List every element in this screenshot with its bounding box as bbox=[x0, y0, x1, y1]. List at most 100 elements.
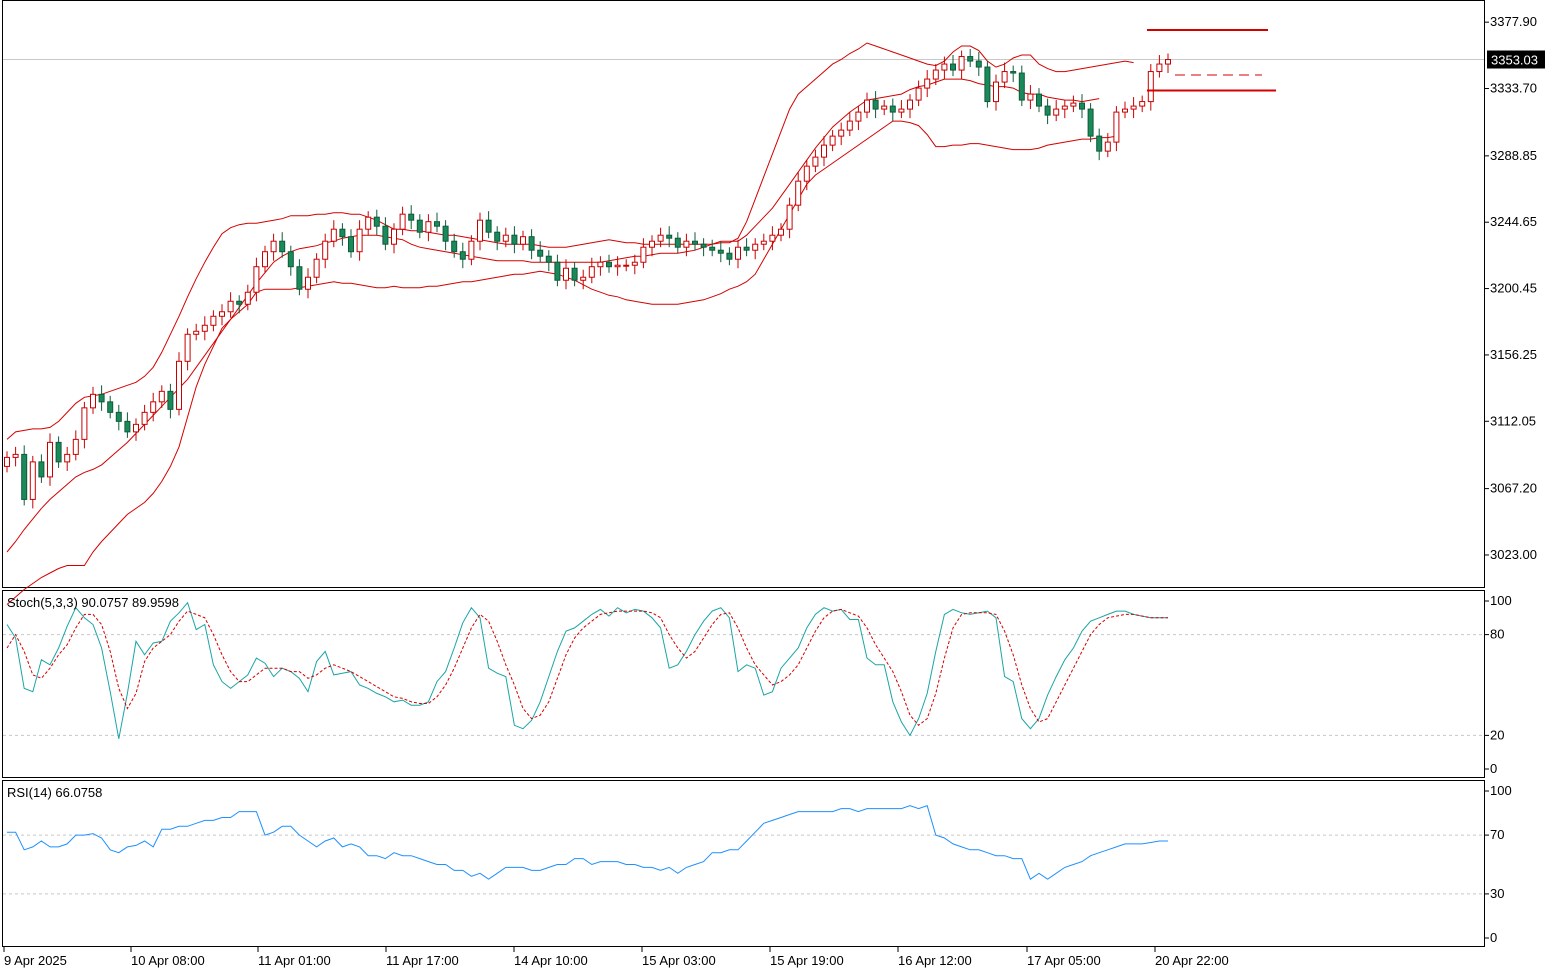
candle bbox=[1147, 64, 1154, 111]
bull-candle-body bbox=[795, 180, 802, 206]
bull-candle-body bbox=[399, 213, 406, 230]
candle bbox=[72, 430, 79, 461]
bull-candle-body bbox=[313, 258, 320, 278]
bear-candle-body bbox=[296, 266, 303, 290]
candle bbox=[107, 395, 114, 419]
bull-candle-body bbox=[786, 204, 793, 230]
bear-candle-body bbox=[382, 225, 389, 245]
bull-candle-body bbox=[683, 240, 690, 248]
bull-candle-body bbox=[1139, 101, 1146, 107]
bull-candle-body bbox=[330, 228, 337, 242]
bull-candle-body bbox=[563, 267, 569, 281]
bull-candle-body bbox=[803, 165, 810, 182]
bear-candle-body bbox=[726, 252, 733, 260]
candle bbox=[812, 149, 819, 173]
candle bbox=[623, 259, 630, 272]
rsi-panel-frame bbox=[2, 780, 1485, 947]
bull-candle-body bbox=[1165, 59, 1171, 65]
rsi-panel: 100 70 30 0 bbox=[3, 783, 1512, 945]
bull-candle-body bbox=[838, 129, 845, 137]
bull-candle-body bbox=[1001, 71, 1008, 83]
bull-candle-body bbox=[270, 240, 277, 253]
candle bbox=[588, 257, 595, 284]
candle bbox=[717, 241, 724, 263]
bull-candle-body bbox=[47, 441, 53, 478]
bull-candle-body bbox=[81, 407, 88, 440]
candle bbox=[1087, 103, 1094, 143]
bull-candle-body bbox=[855, 111, 862, 122]
bull-candle-body bbox=[1113, 111, 1120, 143]
x-axis-label: 11 Apr 01:00 bbox=[258, 953, 331, 968]
bear-candle-body bbox=[1010, 71, 1017, 74]
candle bbox=[485, 211, 492, 239]
candle bbox=[571, 262, 578, 287]
bull-candle-body bbox=[588, 266, 595, 278]
candle bbox=[348, 229, 354, 258]
candle bbox=[21, 445, 28, 506]
candle bbox=[468, 235, 475, 266]
bull-candle-body bbox=[580, 276, 587, 281]
candle bbox=[915, 80, 922, 107]
bull-candle-body bbox=[924, 78, 931, 89]
bull-candle-body bbox=[864, 99, 870, 113]
candle bbox=[399, 206, 406, 236]
price-axis-label: 3333.70 bbox=[1490, 81, 1537, 96]
bear-candle-body bbox=[21, 453, 28, 500]
bear-candle-body bbox=[1018, 72, 1025, 101]
candle bbox=[1001, 62, 1008, 89]
bull-candle-body bbox=[201, 324, 208, 332]
bull-candle-body bbox=[90, 393, 96, 409]
bear-candle-body bbox=[1036, 93, 1042, 107]
bear-candle-body bbox=[692, 240, 698, 245]
candle bbox=[322, 233, 329, 269]
bear-candle-body bbox=[494, 231, 501, 242]
candle bbox=[864, 92, 870, 119]
rsi-line-rsi bbox=[7, 805, 1168, 880]
bull-candle-body bbox=[631, 261, 638, 266]
bull-candle-body bbox=[1130, 105, 1137, 110]
candle bbox=[984, 61, 991, 108]
candle bbox=[373, 209, 380, 236]
bull-candle-body bbox=[425, 221, 432, 233]
bull-candle-body bbox=[941, 63, 948, 71]
bull-candle-body bbox=[29, 461, 36, 500]
candle bbox=[898, 100, 905, 119]
candle bbox=[416, 214, 423, 239]
candle bbox=[1156, 55, 1163, 78]
candle bbox=[752, 238, 759, 260]
bear-candle-body bbox=[236, 300, 243, 305]
stoch-line-pctd bbox=[6, 608, 1168, 726]
bull-candle-body bbox=[322, 240, 329, 260]
bull-candle-body bbox=[219, 311, 225, 317]
bollinger-upper-band bbox=[6, 42, 1134, 440]
bear-candle-body bbox=[115, 411, 122, 422]
bear-candle-body bbox=[967, 56, 974, 62]
bear-candle-body bbox=[528, 236, 535, 251]
candle bbox=[47, 433, 53, 486]
stoch-panel-frame bbox=[2, 590, 1485, 778]
candle bbox=[408, 205, 415, 230]
bull-candle-body bbox=[898, 108, 905, 113]
candle bbox=[494, 226, 501, 251]
bear-candle-body bbox=[485, 219, 492, 233]
stoch-line-pctk bbox=[6, 601, 1168, 739]
price-axis-label: 3156.25 bbox=[1490, 347, 1537, 362]
bear-candle-body bbox=[709, 246, 716, 251]
bear-candle-body bbox=[1079, 102, 1085, 110]
rsi-axis-label: 0 bbox=[1490, 930, 1497, 945]
bear-candle-body bbox=[872, 99, 879, 110]
x-axis-label: 17 Apr 05:00 bbox=[1027, 953, 1101, 968]
rsi-axis-label: 100 bbox=[1490, 783, 1512, 798]
candle bbox=[365, 211, 372, 236]
bull-candle-body bbox=[262, 251, 268, 268]
bear-candle-body bbox=[416, 219, 423, 233]
bear-candle-body bbox=[339, 228, 346, 238]
candle bbox=[846, 112, 853, 137]
bull-candle-body bbox=[752, 243, 759, 251]
bull-candle-body bbox=[657, 234, 664, 242]
bull-candle-body bbox=[649, 240, 655, 248]
x-axis-label: 15 Apr 19:00 bbox=[770, 953, 844, 968]
bull-candle-body bbox=[150, 401, 157, 413]
candle bbox=[666, 226, 673, 248]
